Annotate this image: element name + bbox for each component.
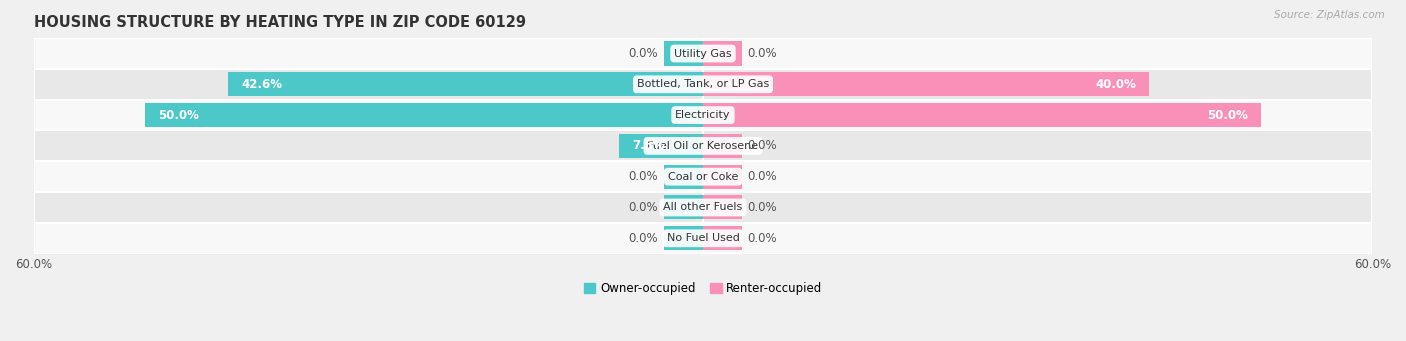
Text: 0.0%: 0.0%	[628, 170, 658, 183]
Text: 0.0%: 0.0%	[748, 139, 778, 152]
Text: 42.6%: 42.6%	[240, 78, 283, 91]
Text: 50.0%: 50.0%	[1206, 108, 1247, 122]
Bar	[703, 103, 1261, 127]
Bar	[34, 131, 1372, 161]
Bar	[664, 42, 703, 65]
Text: 0.0%: 0.0%	[748, 232, 778, 245]
Text: 0.0%: 0.0%	[748, 170, 778, 183]
Text: 50.0%: 50.0%	[159, 108, 200, 122]
Text: 0.0%: 0.0%	[748, 201, 778, 214]
Bar	[703, 42, 742, 65]
Bar	[34, 161, 1372, 192]
Bar	[703, 72, 1149, 96]
Bar	[703, 226, 742, 250]
Bar	[703, 134, 742, 158]
Text: 0.0%: 0.0%	[628, 47, 658, 60]
Text: 0.0%: 0.0%	[748, 47, 778, 60]
Legend: Owner-occupied, Renter-occupied: Owner-occupied, Renter-occupied	[583, 282, 823, 295]
Text: Electricity: Electricity	[675, 110, 731, 120]
Text: Utility Gas: Utility Gas	[675, 48, 731, 59]
Bar	[34, 223, 1372, 254]
Text: Coal or Coke: Coal or Coke	[668, 172, 738, 182]
Text: 40.0%: 40.0%	[1095, 78, 1136, 91]
Bar	[664, 165, 703, 189]
Bar	[34, 192, 1372, 223]
Bar	[34, 38, 1372, 69]
Text: HOUSING STRUCTURE BY HEATING TYPE IN ZIP CODE 60129: HOUSING STRUCTURE BY HEATING TYPE IN ZIP…	[34, 15, 526, 30]
Text: Fuel Oil or Kerosene: Fuel Oil or Kerosene	[647, 141, 759, 151]
Bar	[34, 100, 1372, 131]
Bar	[664, 226, 703, 250]
Bar	[664, 195, 703, 220]
Text: 0.0%: 0.0%	[628, 232, 658, 245]
Bar	[619, 134, 703, 158]
Bar	[145, 103, 703, 127]
Text: Source: ZipAtlas.com: Source: ZipAtlas.com	[1274, 10, 1385, 20]
Text: Bottled, Tank, or LP Gas: Bottled, Tank, or LP Gas	[637, 79, 769, 89]
Text: All other Fuels: All other Fuels	[664, 203, 742, 212]
Bar	[703, 165, 742, 189]
Text: 7.5%: 7.5%	[633, 139, 665, 152]
Text: 0.0%: 0.0%	[628, 201, 658, 214]
Bar	[34, 69, 1372, 100]
Bar	[703, 195, 742, 220]
Bar	[228, 72, 703, 96]
Text: No Fuel Used: No Fuel Used	[666, 233, 740, 243]
